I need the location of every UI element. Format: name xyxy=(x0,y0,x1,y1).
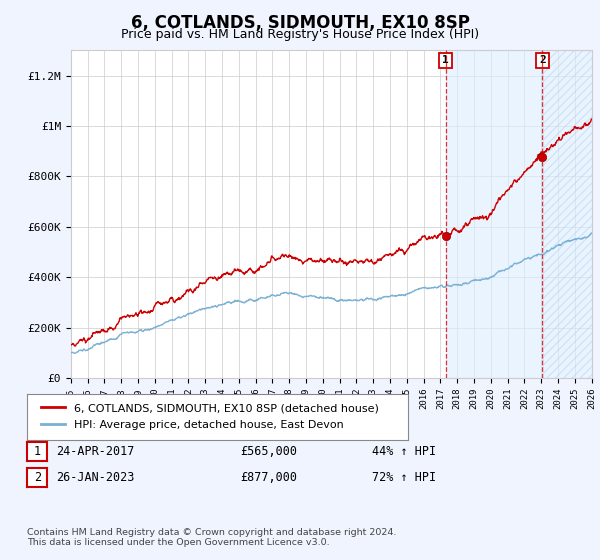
Text: 26-JAN-2023: 26-JAN-2023 xyxy=(56,470,135,484)
Text: 44% ↑ HPI: 44% ↑ HPI xyxy=(372,445,436,458)
Text: 1: 1 xyxy=(34,445,41,458)
Text: 2: 2 xyxy=(539,55,546,66)
Text: Contains HM Land Registry data © Crown copyright and database right 2024.
This d: Contains HM Land Registry data © Crown c… xyxy=(27,528,397,547)
Text: 2: 2 xyxy=(34,470,41,484)
Text: £565,000: £565,000 xyxy=(240,445,297,458)
Text: 1: 1 xyxy=(442,55,449,66)
Text: 6, COTLANDS, SIDMOUTH, EX10 8SP: 6, COTLANDS, SIDMOUTH, EX10 8SP xyxy=(131,14,469,32)
Legend: 6, COTLANDS, SIDMOUTH, EX10 8SP (detached house), HPI: Average price, detached h: 6, COTLANDS, SIDMOUTH, EX10 8SP (detache… xyxy=(37,399,383,435)
Text: 24-APR-2017: 24-APR-2017 xyxy=(56,445,135,458)
Text: Price paid vs. HM Land Registry's House Price Index (HPI): Price paid vs. HM Land Registry's House … xyxy=(121,28,479,41)
Text: 72% ↑ HPI: 72% ↑ HPI xyxy=(372,470,436,484)
Text: £877,000: £877,000 xyxy=(240,470,297,484)
